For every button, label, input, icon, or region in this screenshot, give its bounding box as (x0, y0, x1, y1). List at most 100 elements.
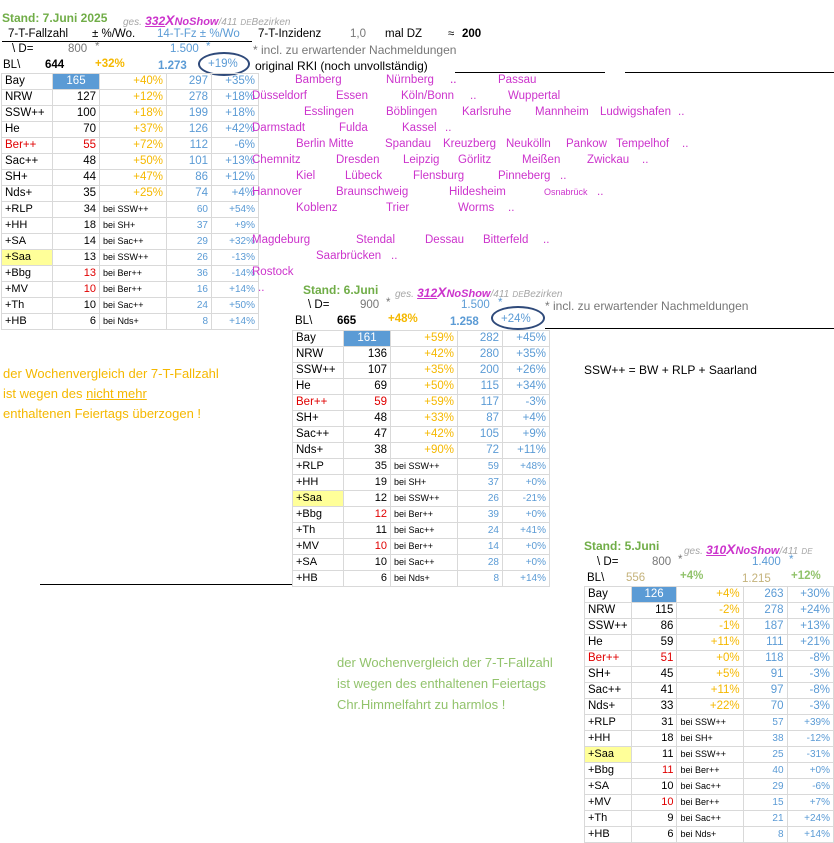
t2-noshow-info: ges. 312XNoShow/411 DEBezirken (395, 284, 563, 300)
fz14-pct-cell: -31% (786, 746, 834, 763)
city-c19: Kassel (402, 122, 437, 134)
state-cell: Ber++ (292, 394, 344, 411)
note2-weekly-comparison: der Wochenvergleich der 7-T-Fallzahl ist… (337, 655, 553, 712)
state-cell: +HB (584, 826, 632, 843)
value-cell: 44 (52, 169, 100, 186)
state-cell: Sac++ (1, 153, 53, 170)
fallzahl-label: 7-T-Fallzahl (8, 28, 69, 40)
city-c34: .. (642, 154, 649, 166)
city-c42: Hildesheim (449, 186, 506, 198)
fz14-pct-cell: +21% (786, 634, 834, 651)
city-c48: .. (508, 202, 515, 214)
de-label: DE (240, 18, 252, 27)
value-cell: 10 (52, 297, 100, 314)
fz14-cell: 199 (166, 105, 212, 122)
value-cell: 48 (343, 410, 391, 427)
state-cell: He (292, 378, 344, 395)
city-c47: Worms (458, 202, 495, 214)
table-row: NRW 127 +12% 278 +18% (1, 89, 259, 106)
city-c12: Böblingen (386, 106, 438, 118)
fz14-cell: 8 (166, 313, 212, 330)
pct-cell: +5% (676, 666, 744, 683)
fz14-pct-cell: +35% (211, 73, 259, 90)
pct-cell: +42% (390, 346, 458, 363)
t3-total: 556 (626, 572, 646, 584)
table-row: NRW 115 -2% 278 +24% (584, 602, 834, 619)
sub-row: +HB 6 bei Nds+ 8 +14% (292, 570, 550, 587)
sub-row: +HB 6 bei Nds+ 8 +14% (1, 313, 259, 330)
state-cell: Sac++ (584, 682, 632, 699)
value-cell: 35 (343, 458, 391, 475)
state-cell: +HH (1, 217, 53, 234)
value-cell: 51 (630, 650, 678, 667)
sub-row: +HH 18 bei SH+ 37 +9% (1, 217, 259, 234)
fz14-pct-cell: +0% (786, 762, 834, 779)
state-cell: +RLP (584, 714, 632, 731)
d-star-14: * (206, 41, 211, 53)
bei-cell: bei Sac++ (676, 810, 744, 827)
state-cell: +RLP (292, 458, 344, 475)
main-table: Bay 165 +40% 297 +35% NRW 127 +12% 278 +18% SSW++ 1… (1, 73, 259, 330)
t2-footnote: * incl. zu erwartender Nachmeldungen (545, 299, 749, 313)
fz14-pct-cell: +14% (211, 313, 259, 330)
note1-line2b: nicht mehr (86, 386, 147, 401)
fz14-cell: 60 (166, 201, 212, 218)
fz14-cell: 278 (742, 602, 788, 619)
fz14-pct-cell: +0% (502, 506, 550, 523)
value-cell: 47 (343, 426, 391, 443)
city-c23: Kreuzberg (443, 138, 497, 150)
city-c14: Mannheim (535, 106, 589, 118)
fz14-cell: 59 (457, 458, 503, 475)
state-cell: SSW++ (1, 105, 53, 122)
fz14-pct-cell: -12% (786, 730, 834, 747)
pct-cell: +25% (99, 185, 167, 202)
value-cell: 6 (630, 826, 678, 843)
pct-cell: +40% (99, 73, 167, 90)
state-cell: +MV (584, 794, 632, 811)
bei-cell: bei SSW++ (99, 249, 167, 266)
value-cell: 10 (630, 778, 678, 795)
value-cell: 10 (630, 794, 678, 811)
state-cell: +HH (584, 730, 632, 747)
value-cell: 86 (630, 618, 678, 635)
pct-cell: +18% (99, 105, 167, 122)
bei-cell: bei Sac++ (390, 554, 458, 571)
pct-cell: +4% (676, 586, 744, 603)
state-cell: SSW++ (292, 362, 344, 379)
bei-cell: bei Sac++ (390, 522, 458, 539)
state-cell: NRW (584, 602, 632, 619)
state-cell: +Bbg (584, 762, 632, 779)
fz14-pct-cell: +0% (502, 538, 550, 555)
state-cell: Bay (584, 586, 632, 603)
bei-cell: bei Ber++ (676, 794, 744, 811)
fz14-cell: 87 (457, 410, 503, 427)
fz14-pct-cell: -6% (786, 778, 834, 795)
value-cell: 9 (630, 810, 678, 827)
state-cell: Nds+ (1, 185, 53, 202)
fz14-cell: 29 (742, 778, 788, 795)
approx-value: 200 (462, 28, 482, 40)
state-cell: SH+ (1, 169, 53, 186)
sub-row: +SA 10 bei Sac++ 28 +0% (292, 554, 550, 571)
sub-row: +SA 14 bei Sac++ 29 +32% (1, 233, 259, 250)
table-row: Ber++ 51 +0% 118 -8% (584, 650, 834, 667)
fz14-pct-cell: -3% (502, 394, 550, 411)
fz14-cell: 282 (457, 330, 503, 347)
fz14-pct-cell: +45% (502, 330, 550, 347)
fz14-pct-cell: +14% (502, 570, 550, 587)
fz14-cell: 38 (742, 730, 788, 747)
state-cell: Sac++ (292, 426, 344, 443)
state-cell: +Bbg (1, 265, 53, 282)
total-label: /411 (218, 17, 238, 28)
fz14-cell: 187 (742, 618, 788, 635)
bei-cell: bei Sac++ (99, 297, 167, 314)
fz14-cell: 24 (166, 297, 212, 314)
pct-wo-label: ± %/Wo. (92, 28, 136, 40)
bei-cell: bei Sac++ (99, 233, 167, 250)
value-cell: 33 (630, 698, 678, 715)
fz14-pct-cell: -8% (786, 650, 834, 667)
bei-cell: bei Sac++ (676, 778, 744, 795)
fz14-pct-cell: +24% (786, 602, 834, 619)
city-c16: .. (678, 106, 685, 118)
fz14-pct-cell: +18% (211, 105, 259, 122)
